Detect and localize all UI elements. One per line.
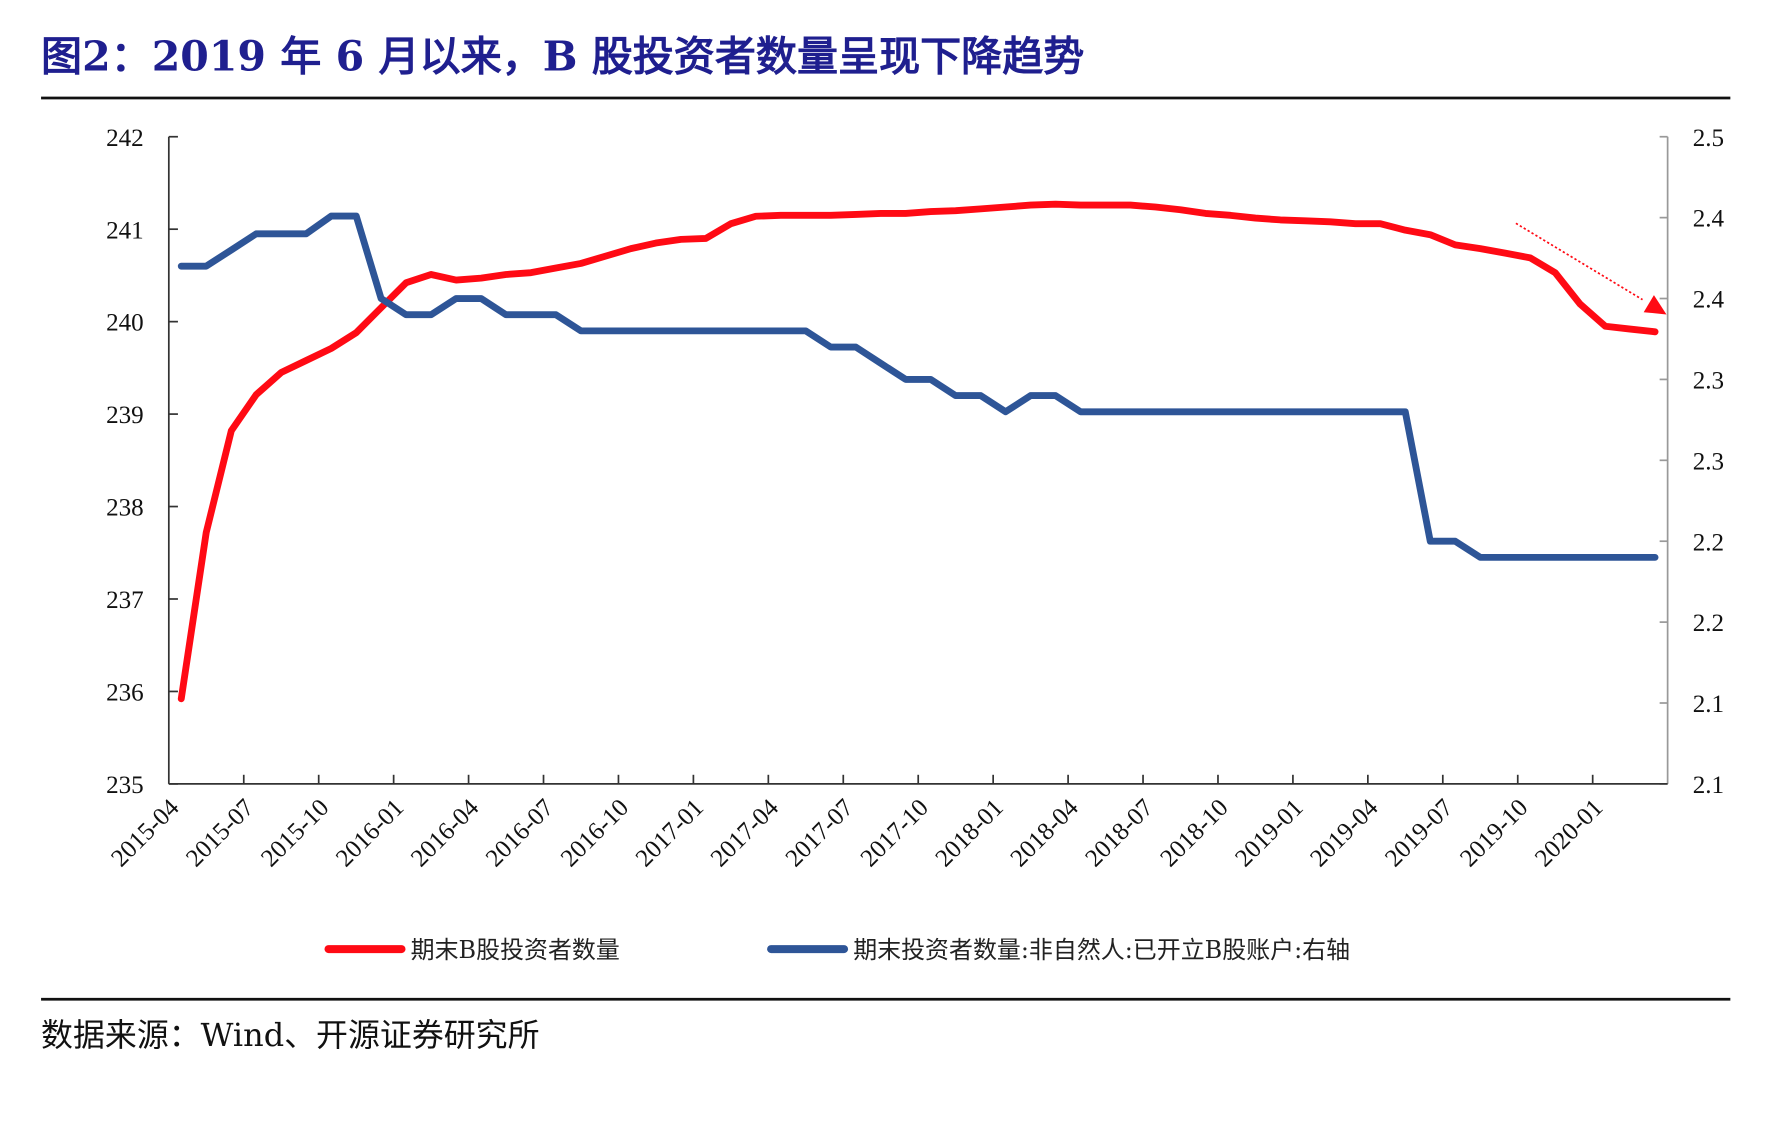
x-tick-label: 2017-07 — [781, 794, 859, 872]
legend-label-red: 期末B股投资者数量 — [411, 936, 620, 964]
left-y-tick-label: 238 — [106, 495, 144, 522]
legend: 期末B股投资者数量 期末投资者数量:非自然人:已开立B股账户:右轴 — [324, 936, 1350, 964]
left-y-tick-label: 237 — [106, 587, 144, 614]
trend-arrow-line — [1515, 222, 1643, 301]
x-tick-label: 2017-10 — [856, 794, 934, 872]
right-y-tick-label: 2.5 — [1693, 125, 1724, 152]
series-line-blue — [177, 212, 1659, 561]
right-y-tick-label: 2.2 — [1693, 610, 1724, 637]
x-tick-label: 2018-10 — [1155, 794, 1233, 872]
left-y-tick-label: 242 — [106, 125, 144, 152]
x-tick-label: 2020-01 — [1530, 794, 1608, 872]
left-y-tick-label: 239 — [106, 402, 144, 429]
trend-arrow-head-icon — [1643, 295, 1667, 315]
legend-label-blue: 期末投资者数量:非自然人:已开立B股账户:右轴 — [853, 936, 1350, 964]
right-y-tick-label: 2.4 — [1693, 206, 1725, 233]
x-tick-label: 2015-04 — [106, 794, 185, 872]
legend-item-red: 期末B股投资者数量 — [324, 936, 620, 964]
left-y-tick-label: 240 — [106, 310, 144, 337]
x-tick-label: 2016-04 — [406, 794, 485, 872]
right-y-tick-label: 2.3 — [1693, 448, 1724, 475]
x-tick-label: 2019-01 — [1230, 794, 1308, 872]
x-tick-label: 2016-01 — [331, 794, 409, 872]
chart-title: 图2：2019 年 6 月以来，B 股投资者数量呈现下降趋势 — [41, 32, 1084, 81]
x-tick-label: 2018-01 — [931, 794, 1009, 872]
x-tick-label: 2019-10 — [1455, 794, 1533, 872]
left-y-tick-label: 235 — [106, 772, 144, 799]
x-tick-label: 2017-01 — [631, 794, 709, 872]
right-y-tick-label: 2.1 — [1693, 772, 1724, 799]
x-tick-label: 2019-07 — [1380, 794, 1458, 872]
left-y-tick-label: 236 — [106, 680, 144, 707]
x-tick-label: 2016-07 — [481, 794, 559, 872]
legend-item-blue: 期末投资者数量:非自然人:已开立B股账户:右轴 — [767, 936, 1350, 964]
source-note: 数据来源：Wind、开源证券研究所 — [41, 1016, 539, 1054]
right-y-tick-label: 2.2 — [1693, 529, 1724, 556]
plot-area: 242 241 240 239 238 237 236 235 2.5 2.4 2.4 2.3 2.3 2… — [106, 125, 1724, 872]
right-y-tick-label: 2.3 — [1693, 368, 1724, 395]
x-tick-label: 2015-07 — [181, 794, 259, 872]
x-tick-label: 2016-10 — [556, 794, 634, 872]
right-y-tick-label: 2.1 — [1693, 691, 1724, 718]
x-tick-label: 2015-10 — [256, 794, 334, 872]
series-line-red — [177, 200, 1659, 703]
right-y-tick-label: 2.4 — [1693, 287, 1725, 314]
left-y-tick-label: 241 — [106, 217, 144, 244]
x-tick-label: 2019-04 — [1305, 794, 1384, 872]
x-tick-label: 2018-07 — [1080, 794, 1158, 872]
x-tick-label: 2017-04 — [706, 794, 785, 872]
x-tick-label: 2018-04 — [1006, 794, 1085, 872]
